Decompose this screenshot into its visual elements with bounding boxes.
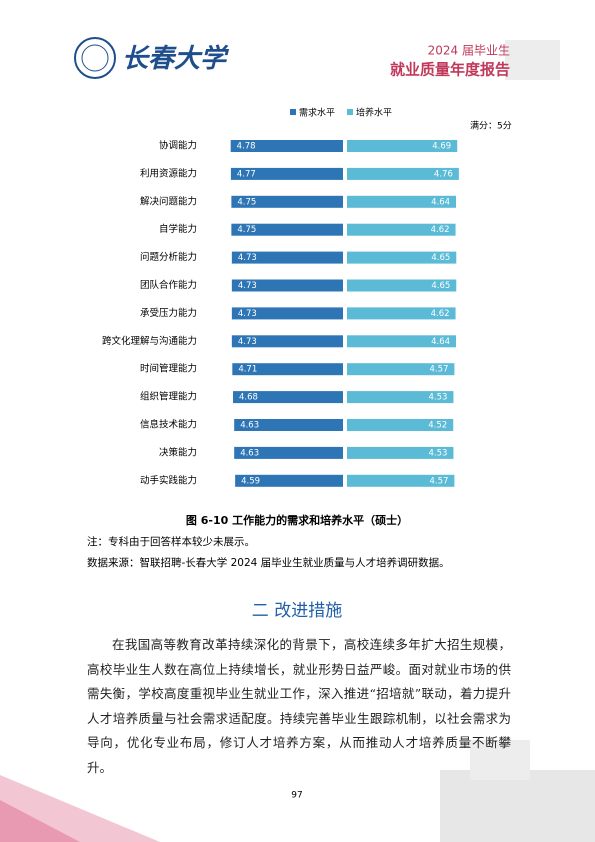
- figure-caption: 图 6-10 工作能力的需求和培养水平（硕士）: [186, 513, 408, 527]
- bar: [230, 140, 343, 152]
- bar: [232, 363, 343, 376]
- category-label: 协调能力: [159, 140, 197, 152]
- bar: [347, 446, 454, 459]
- value-label: 4.52: [428, 421, 447, 431]
- value-label: 4.75: [237, 197, 256, 207]
- value-label: 4.65: [431, 253, 450, 263]
- value-label: 4.77: [237, 169, 256, 179]
- bar: [347, 391, 454, 404]
- legend-swatch: [347, 109, 353, 115]
- category-label: 问题分析能力: [140, 251, 197, 263]
- value-label: 4.57: [429, 365, 448, 375]
- annotation: 满分：5分: [470, 121, 512, 132]
- value-label: 4.76: [434, 169, 453, 179]
- bar: [347, 279, 457, 292]
- legend-swatch: [290, 109, 296, 115]
- bar: [233, 391, 343, 404]
- value-label: 4.65: [431, 281, 450, 291]
- value-label: 4.71: [238, 365, 257, 375]
- value-label: 4.73: [238, 309, 257, 319]
- value-label: 4.57: [429, 476, 448, 486]
- paragraph: 在我国高等教育改革持续深化的背景下，高校连续多年扩大招生规模，高校毕业生人数在高…: [87, 637, 511, 775]
- value-label: 4.64: [431, 197, 450, 207]
- bar: [231, 307, 343, 320]
- category-label: 时间管理能力: [140, 363, 197, 375]
- note: 注：专科由于回答样本较少未展示。: [87, 535, 255, 548]
- value-label: 4.73: [238, 337, 257, 347]
- legend-label: 培养水平: [356, 107, 392, 119]
- bar: [230, 167, 343, 180]
- category-label: 决策能力: [159, 446, 197, 458]
- category-label: 信息技术能力: [140, 419, 197, 431]
- section-heading: 二 改进措施: [252, 601, 342, 621]
- category-label: 承受压力能力: [140, 307, 197, 319]
- report-year: 2024 届毕业生: [428, 44, 510, 58]
- category-label: 组织管理能力: [140, 391, 197, 403]
- value-label: 4.69: [432, 142, 451, 152]
- bar: [347, 251, 457, 264]
- bar: [347, 419, 454, 431]
- bar: [347, 363, 455, 376]
- value-label: 4.73: [238, 253, 257, 263]
- logo: [81, 44, 109, 72]
- category-label: 跨文化理解与沟通能力: [102, 335, 197, 347]
- category-label: 自学能力: [159, 223, 197, 235]
- bar: [347, 167, 459, 180]
- category-label: 利用资源能力: [140, 167, 197, 179]
- value-label: 4.59: [241, 476, 260, 486]
- value-label: 4.62: [431, 225, 450, 235]
- bar: [231, 223, 343, 236]
- bar: [347, 140, 458, 152]
- bar: [347, 195, 457, 208]
- bar: [347, 307, 456, 320]
- legend-label: 需求水平: [299, 107, 335, 119]
- value-label: 4.53: [429, 448, 448, 458]
- corner-decoration: [0, 800, 80, 842]
- bar: [347, 223, 456, 236]
- bar: [231, 251, 343, 264]
- bar: [347, 335, 457, 348]
- value-label: 4.68: [239, 393, 258, 403]
- building-illustration: [440, 40, 595, 842]
- value-label: 4.78: [237, 142, 256, 152]
- value-label: 4.73: [238, 281, 257, 291]
- logo: [74, 37, 116, 79]
- value-label: 4.63: [240, 421, 259, 431]
- page-number: 97: [291, 791, 302, 801]
- bar: [347, 474, 455, 487]
- note: 数据来源：智联招聘-长春大学 2024 届毕业生就业质量与人才培养调研数据。: [87, 556, 450, 569]
- bar: [231, 279, 343, 292]
- value-label: 4.63: [240, 448, 259, 458]
- bar: [234, 446, 343, 459]
- school-name: 长春大学: [122, 44, 230, 74]
- value-label: 4.53: [429, 393, 448, 403]
- bar: [231, 335, 343, 348]
- value-label: 4.75: [237, 225, 256, 235]
- category-label: 动手实践能力: [140, 474, 197, 486]
- bar: [235, 474, 343, 487]
- bar: [234, 419, 343, 431]
- report-title: 就业质量年度报告: [390, 61, 510, 79]
- bar: [231, 195, 343, 208]
- category-label: 团队合作能力: [140, 279, 197, 291]
- value-label: 4.62: [431, 309, 450, 319]
- value-label: 4.64: [431, 337, 450, 347]
- category-label: 解决问题能力: [140, 195, 197, 207]
